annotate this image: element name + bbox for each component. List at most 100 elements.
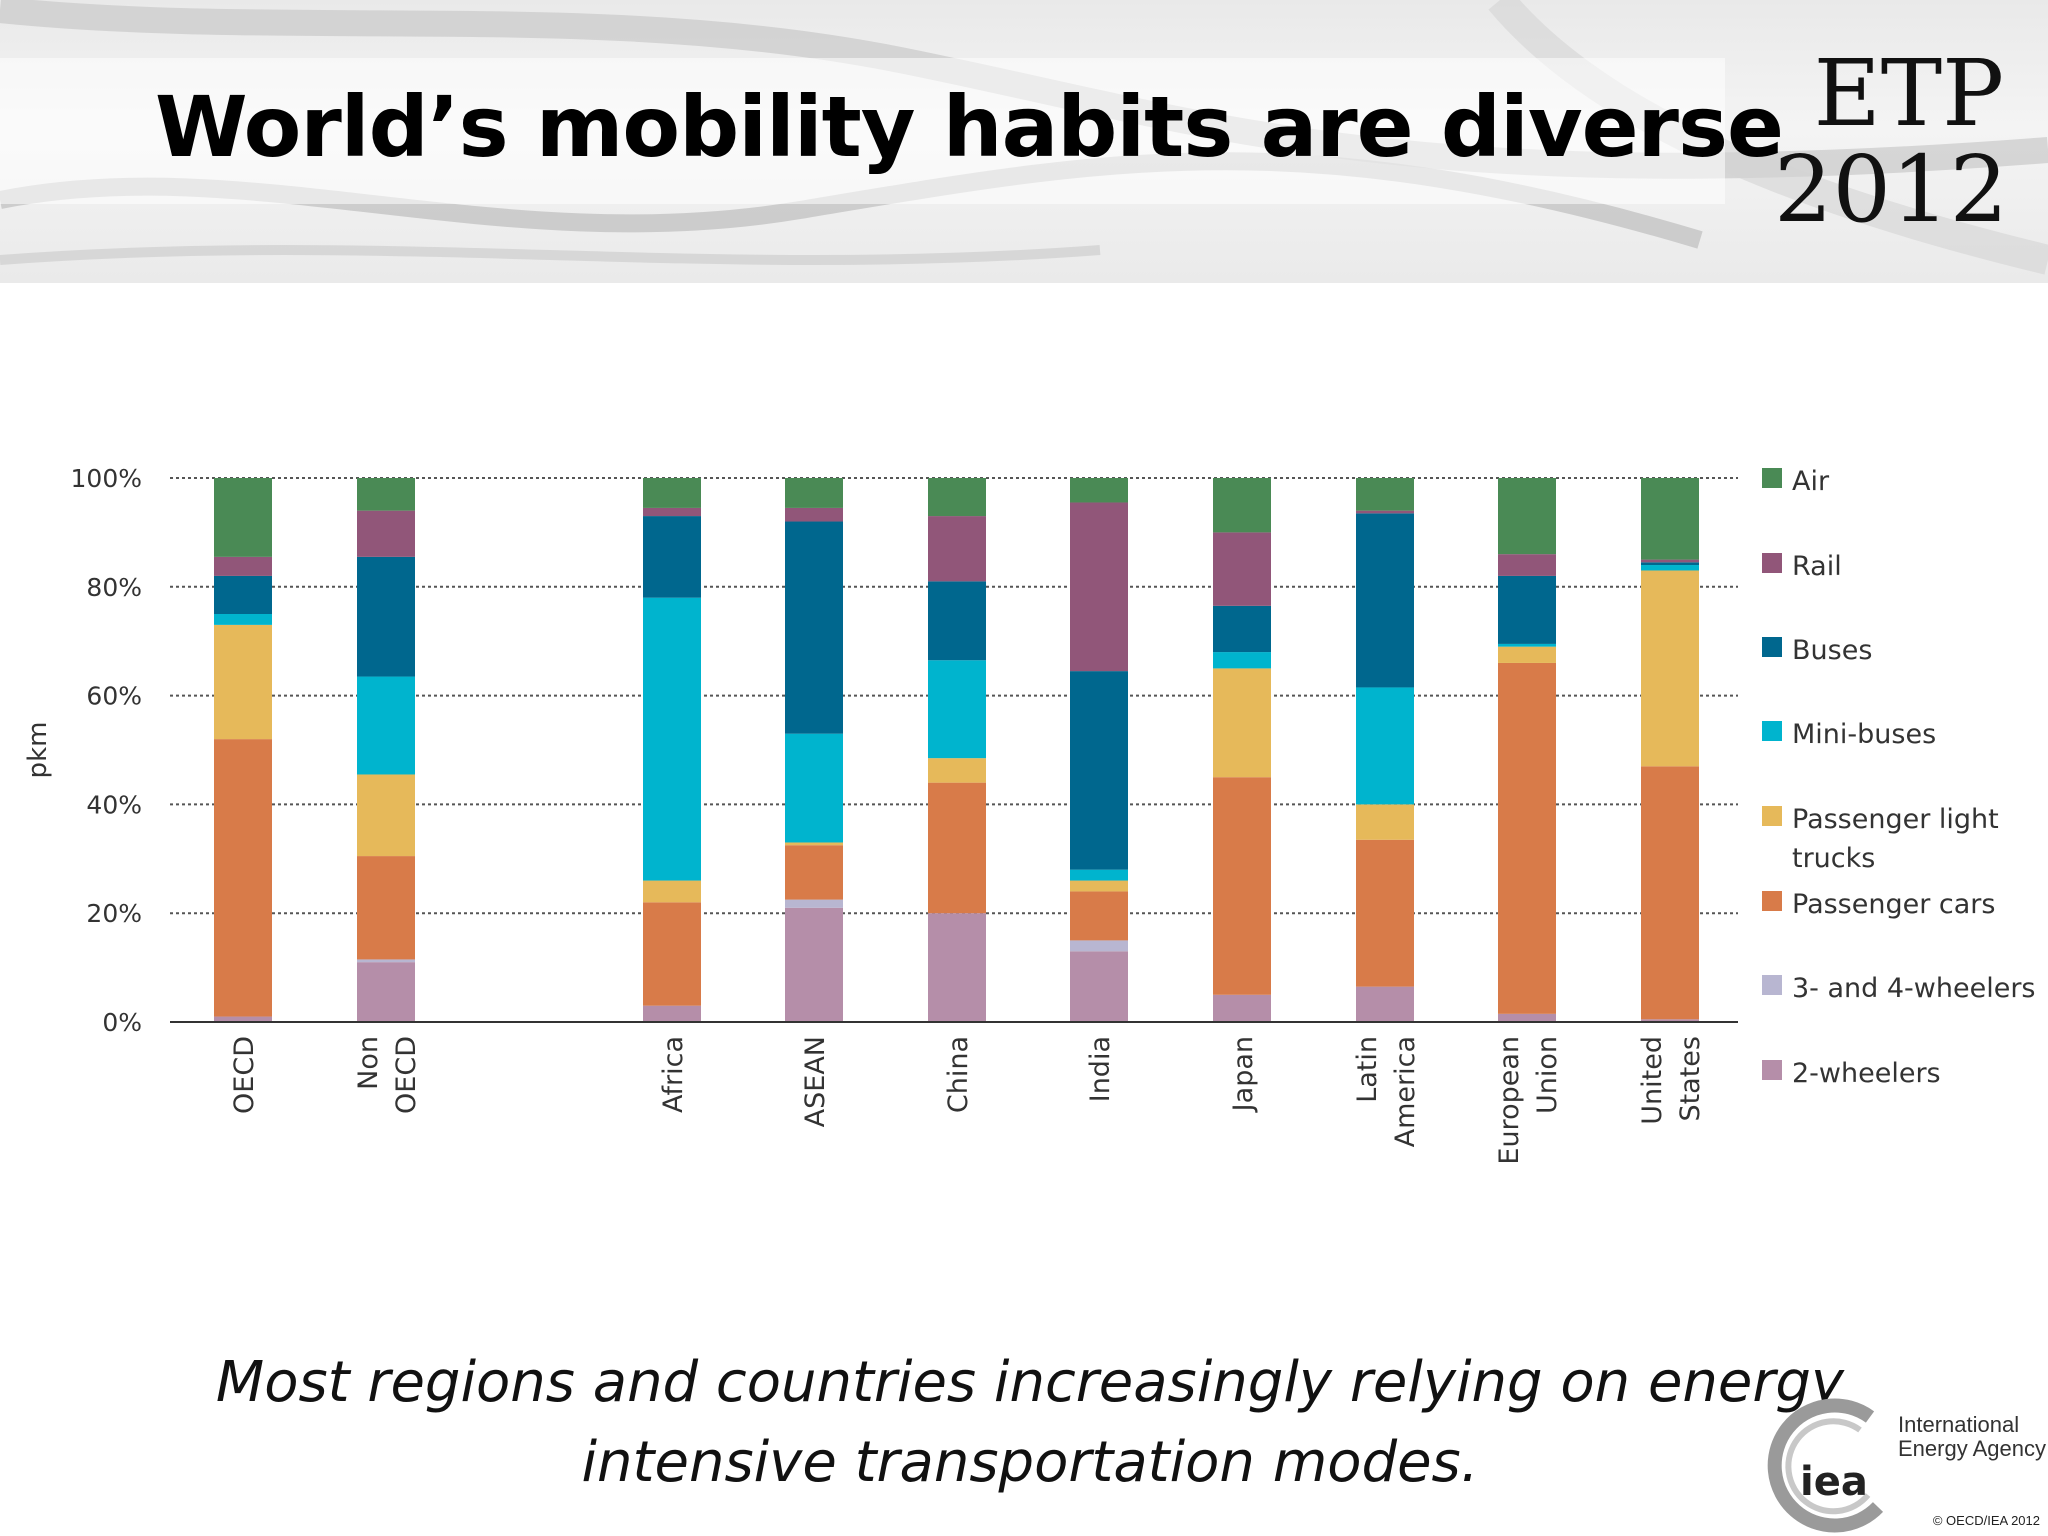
bar-segment — [357, 856, 415, 960]
bar-segment — [1498, 662, 1556, 1014]
iea-emblem-icon: iea — [1767, 1398, 1884, 1533]
legend-label: Mini-buses — [1792, 719, 1937, 750]
legend-label: Air — [1792, 466, 1830, 497]
legend-item: Passenger cars — [1762, 885, 2037, 924]
bar-segment — [785, 478, 843, 508]
x-tick-label: Non — [353, 1036, 384, 1090]
bar-segment — [643, 478, 701, 508]
bar-segment — [357, 774, 415, 857]
x-tick-label: States — [1675, 1036, 1706, 1122]
legend-swatch — [1762, 975, 1782, 995]
bar-segment — [1213, 478, 1271, 533]
caption-line2: intensive transportation modes. — [581, 1430, 1479, 1495]
y-tick-label: 0% — [102, 1008, 142, 1037]
legend-item: 2-wheelers — [1762, 1054, 2037, 1093]
legend-swatch — [1762, 891, 1782, 911]
bar-segment — [785, 899, 843, 908]
bar-segment — [1498, 478, 1556, 555]
title-plate — [0, 58, 1725, 204]
legend-item: Rail — [1762, 547, 2037, 586]
bar-segment — [785, 842, 843, 846]
bar-segment — [214, 624, 272, 740]
y-tick-label: 60% — [86, 682, 142, 711]
bar-segment — [1213, 652, 1271, 669]
bar-segment — [1641, 766, 1699, 1020]
bar-segment — [357, 556, 415, 677]
x-tick-label: Japan — [1228, 1036, 1259, 1113]
bar-segment — [214, 478, 272, 557]
x-tick-label: Union — [1532, 1036, 1563, 1114]
bar-stack — [357, 478, 415, 1022]
legend-label: Passenger light trucks — [1792, 804, 1999, 874]
bar-segment — [357, 962, 415, 1022]
x-tick-label: Latin — [1352, 1036, 1383, 1103]
bar-segment — [1356, 687, 1414, 805]
bar-segment — [1356, 804, 1414, 840]
y-axis-label: pkm — [23, 722, 53, 779]
legend-label: 2-wheelers — [1792, 1058, 1941, 1089]
legend-swatch — [1762, 806, 1782, 826]
legend-item: Air — [1762, 462, 2037, 501]
bar-segment — [214, 614, 272, 625]
bar-segment — [1070, 940, 1128, 952]
etp-logo-line1: ETP — [1813, 40, 2004, 147]
bar-segment — [357, 676, 415, 775]
bar-segment — [1356, 513, 1414, 688]
legend-swatch — [1762, 1060, 1782, 1080]
bar-segment — [1641, 570, 1699, 767]
bar-segment — [785, 733, 843, 843]
bar-segment — [357, 478, 415, 511]
bar-segment — [1356, 986, 1414, 1022]
bar-segment — [214, 556, 272, 576]
iea-name-line2: Energy Agency — [1898, 1436, 2046, 1461]
bar-segment — [1498, 575, 1556, 644]
x-tick-label: European — [1494, 1036, 1525, 1165]
iea-mark-text: iea — [1800, 1459, 1868, 1505]
bar-segment — [928, 913, 986, 1022]
bar-segment — [928, 581, 986, 661]
bar-segment — [1356, 839, 1414, 987]
bar-segment — [928, 660, 986, 759]
bar-segment — [214, 1016, 272, 1022]
legend-swatch — [1762, 637, 1782, 657]
bar-stack — [1070, 478, 1128, 1022]
legend-item: Buses — [1762, 631, 2037, 670]
iea-name-line1: International — [1898, 1412, 2020, 1437]
x-tick-label: United — [1637, 1036, 1668, 1125]
header-banner: World’s mobility habits are diverse ETP … — [0, 0, 2048, 283]
bar-segment — [1356, 478, 1414, 511]
bar-segment — [785, 845, 843, 900]
legend-item: 3- and 4-wheelers — [1762, 969, 2037, 1008]
y-tick-label: 20% — [86, 899, 142, 928]
bar-segment — [1213, 777, 1271, 995]
bar-segment — [785, 507, 843, 522]
bar-segment — [1213, 994, 1271, 1022]
bar-segment — [1070, 478, 1128, 503]
bar-segment — [785, 521, 843, 734]
legend-label: Rail — [1792, 551, 1842, 582]
bar-segment — [928, 478, 986, 517]
x-tick-label: OECD — [391, 1036, 422, 1114]
etp-logo-line2: 2012 — [1774, 136, 2009, 243]
bar-segment — [1356, 510, 1414, 514]
bar-segment — [643, 516, 701, 598]
bar-segment — [1641, 478, 1699, 560]
bar-segment — [1641, 562, 1699, 566]
bar-segment — [1213, 605, 1271, 653]
x-tick-label: India — [1085, 1036, 1116, 1102]
caption-line1: Most regions and countries increasingly … — [215, 1350, 1845, 1415]
bar-segment — [1070, 880, 1128, 892]
bar-segment — [1070, 502, 1128, 672]
y-tick-label: 80% — [86, 573, 142, 602]
bar-segment — [785, 907, 843, 1022]
legend-swatch — [1762, 553, 1782, 573]
bar-segment — [643, 902, 701, 1006]
bar-segment — [928, 516, 986, 582]
bar-segment — [643, 880, 701, 903]
bar-stack — [928, 478, 986, 1022]
iea-logo: iea International Energy Agency © OECD/I… — [1760, 1395, 2048, 1536]
slide-title: World’s mobility habits are diverse — [155, 78, 1784, 176]
bar-stack — [1498, 478, 1556, 1022]
bar-segment — [214, 739, 272, 1017]
stacked-bar-chart: 0%20%40%60%80%100% OECD Non OECD Africa ASEA… — [23, 464, 1738, 1165]
